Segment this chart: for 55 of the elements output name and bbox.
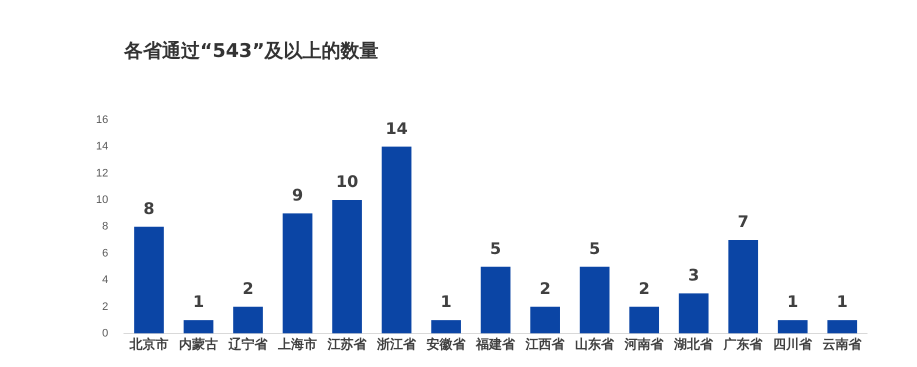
data-label: 1: [440, 292, 452, 312]
y-tick-label: 8: [102, 220, 108, 233]
x-tick-label: 上海市: [277, 336, 318, 353]
bar: [431, 320, 461, 334]
data-label: 10: [336, 172, 358, 192]
x-tick-label: 河南省: [624, 338, 665, 353]
bar: [382, 146, 412, 334]
y-tick-label: 16: [96, 114, 108, 126]
x-tick-label: 江苏省: [326, 338, 368, 353]
x-tick-label: 浙江省: [376, 338, 418, 353]
bar: [233, 306, 263, 334]
bar: [728, 240, 758, 334]
bar: [134, 226, 164, 334]
x-tick-label: 内蒙古: [179, 336, 218, 353]
x-tick-label: 湖北省: [673, 338, 714, 353]
bar: [332, 200, 362, 334]
bar: [580, 266, 610, 334]
bar: [629, 306, 660, 334]
data-label: 2: [638, 278, 650, 298]
data-label: 3: [688, 266, 700, 285]
y-tick-label: 10: [96, 194, 108, 206]
chart-title: 各省通过“543”及以上的数量: [124, 39, 379, 64]
bar: [678, 293, 709, 334]
x-tick-label: 福建省: [475, 336, 516, 353]
bar: [480, 266, 510, 334]
x-tick-label: 江西省: [524, 338, 566, 353]
data-label: 7: [738, 212, 749, 232]
data-label: 1: [787, 292, 798, 312]
bar: [184, 320, 214, 334]
bar: [827, 320, 858, 334]
data-label: 14: [385, 118, 408, 138]
x-tick-label: 云南省: [822, 338, 863, 353]
bar: [530, 306, 560, 334]
data-label: 8: [143, 198, 155, 218]
x-tick-label: 山东省: [575, 336, 616, 353]
y-tick-label: 0: [102, 327, 108, 340]
data-label: 2: [242, 278, 254, 298]
data-label: 1: [836, 292, 848, 312]
y-tick-label: 4: [102, 274, 108, 286]
x-tick-label: 广东省: [722, 336, 764, 353]
bar: [778, 320, 808, 334]
data-label: 2: [540, 278, 551, 298]
bar: [282, 213, 312, 334]
data-label: 5: [589, 238, 600, 258]
y-tick-label: 6: [102, 247, 108, 260]
x-tick-label: 四川省: [773, 338, 814, 353]
x-tick-label: 北京市: [128, 336, 168, 353]
x-tick-label: 辽宁省: [228, 336, 269, 353]
x-tick-label: 安徽省: [426, 336, 467, 353]
data-label: 5: [490, 238, 502, 258]
y-tick-label: 2: [102, 300, 108, 313]
y-tick-label: 14: [96, 140, 108, 153]
data-label: 9: [292, 186, 304, 205]
data-label: 1: [192, 292, 204, 312]
y-tick-label: 12: [96, 167, 108, 180]
